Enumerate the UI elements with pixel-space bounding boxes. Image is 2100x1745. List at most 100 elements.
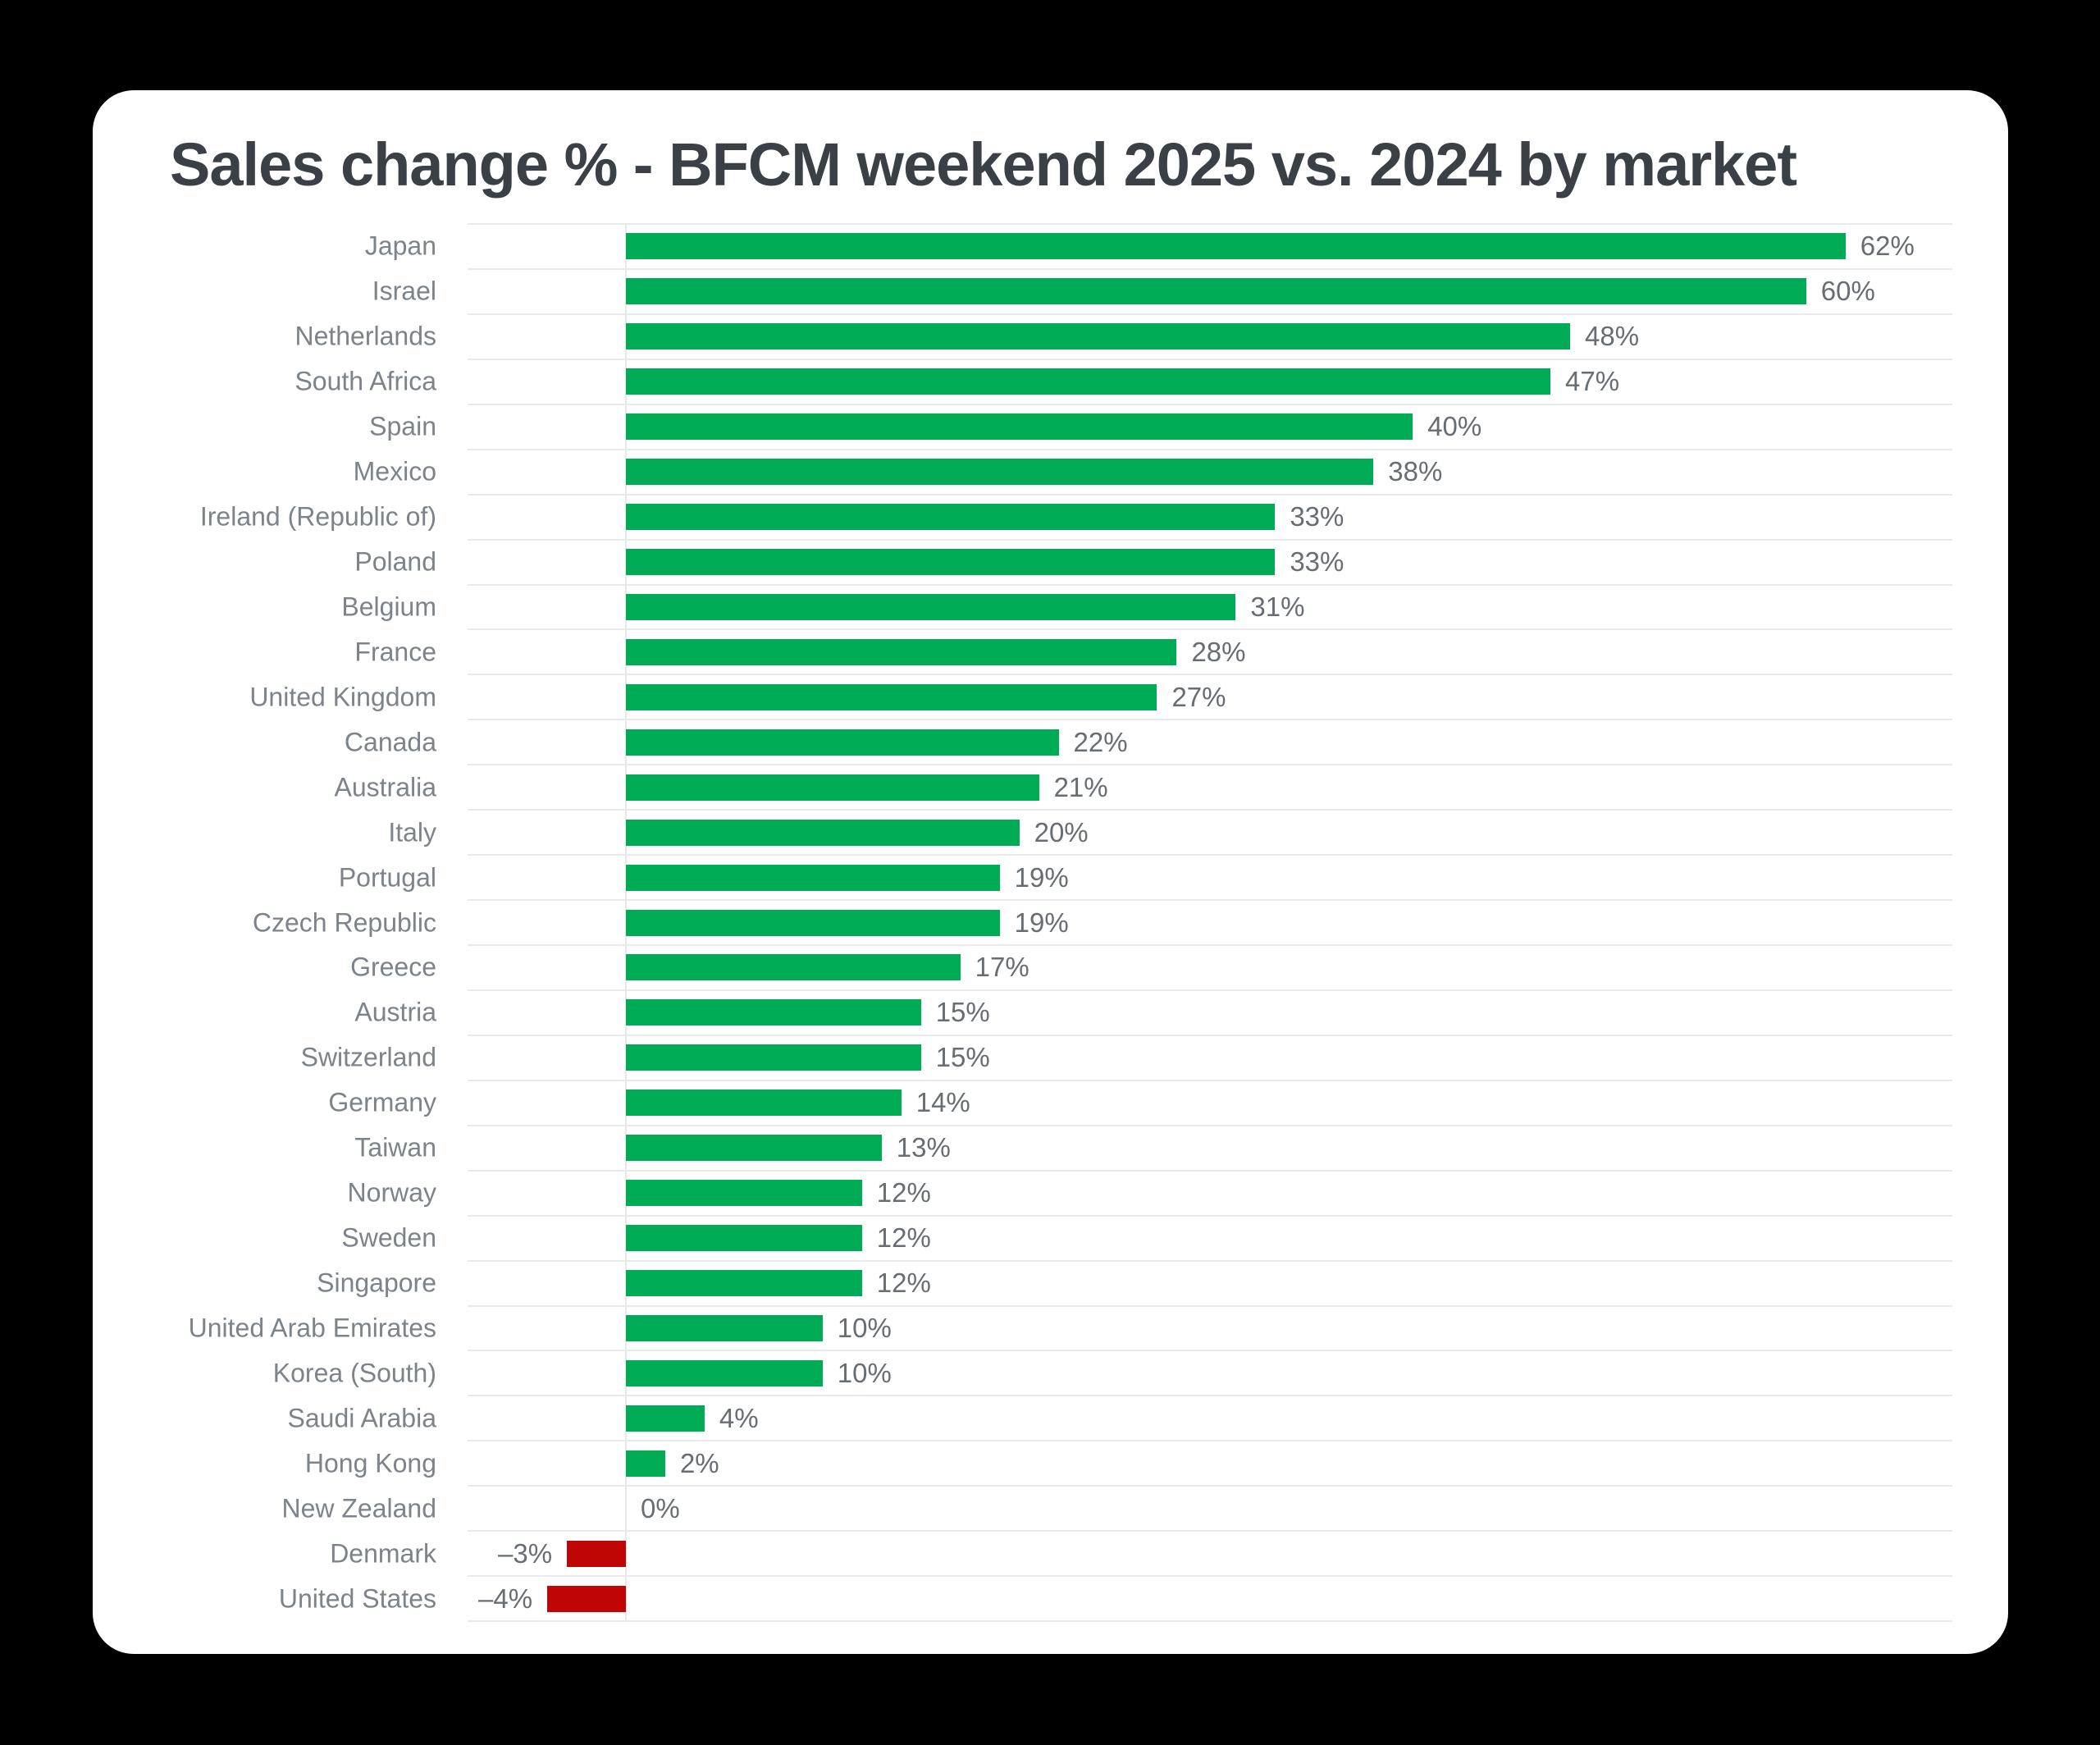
chart-row: South Africa 47% (294, 360, 1952, 405)
chart-row: Portugal 19% (339, 856, 1952, 902)
category-label: Belgium (341, 592, 436, 622)
bar-positive (626, 1359, 823, 1386)
chart-row: Czech Republic 19% (253, 901, 1952, 946)
chart-title: Sales change % - BFCM weekend 2025 vs. 2… (170, 130, 1797, 199)
category-label: Poland (354, 546, 436, 577)
chart-row: Poland 33% (354, 541, 1952, 586)
chart-row: Australia 21% (335, 765, 1952, 811)
category-label: Japan (364, 231, 436, 261)
chart-row: Belgium 31% (341, 586, 1952, 631)
value-label: 10% (837, 1357, 892, 1388)
value-label: 12% (876, 1268, 931, 1299)
chart-row: Austria 15% (354, 991, 1952, 1036)
value-label: 33% (1290, 501, 1344, 532)
category-label: Ireland (Republic of) (199, 501, 436, 532)
value-label: 21% (1053, 771, 1108, 802)
value-label: 47% (1565, 366, 1620, 397)
bar-positive (626, 819, 1020, 846)
value-label: 28% (1191, 636, 1246, 667)
category-label: Portugal (338, 862, 436, 893)
category-label: Italy (388, 817, 436, 847)
category-label: Canada (344, 727, 436, 757)
category-label: Netherlands (294, 321, 436, 351)
bar-positive (626, 1180, 862, 1207)
category-label: South Africa (294, 366, 436, 396)
value-label: 10% (837, 1312, 892, 1343)
bar-positive (626, 909, 1000, 936)
value-label: –4% (478, 1583, 533, 1614)
bar-chart: Japan 62% Israel 60% Netherlands 48% South Afr… (189, 223, 1952, 1623)
chart-row: New Zealand 0% (281, 1487, 1952, 1533)
bar-negative (547, 1585, 626, 1612)
bar-positive (626, 774, 1039, 801)
chart-row: Saudi Arabia 4% (288, 1396, 1952, 1442)
chart-row: Singapore 12% (317, 1262, 1952, 1307)
category-label: United States (278, 1583, 436, 1614)
category-label: Mexico (353, 456, 436, 486)
bar-positive (626, 1135, 882, 1162)
value-label: 22% (1073, 726, 1128, 757)
bar-positive (626, 368, 1551, 395)
category-label: Hong Kong (304, 1448, 436, 1478)
value-label: 13% (896, 1132, 951, 1163)
bar-positive (626, 864, 1000, 891)
bar-positive (626, 593, 1236, 620)
value-label: 31% (1250, 591, 1305, 622)
category-label: Sweden (341, 1222, 436, 1253)
bar-positive (626, 413, 1413, 441)
category-label: Israel (372, 276, 436, 306)
value-label: 12% (876, 1222, 931, 1254)
value-label: 48% (1585, 321, 1640, 352)
bar-positive (626, 504, 1276, 531)
bar-positive (626, 278, 1806, 305)
bar-positive (626, 459, 1374, 486)
chart-row: Spain 40% (369, 405, 1952, 450)
bar-positive (626, 999, 921, 1026)
value-label: 14% (915, 1087, 970, 1118)
chart-card: Sales change % - BFCM weekend 2025 vs. 2… (93, 90, 2008, 1654)
category-label: United Arab Emirates (188, 1313, 436, 1343)
bar-positive (626, 954, 961, 981)
chart-row: Hong Kong 2% (305, 1441, 1952, 1487)
value-label: 12% (876, 1177, 931, 1208)
bar-positive (626, 683, 1157, 710)
value-label: 40% (1427, 411, 1482, 442)
category-label: Czech Republic (252, 907, 436, 938)
category-label: Denmark (330, 1538, 436, 1569)
chart-row: Israel 60% (372, 270, 1952, 315)
bar-positive (626, 1270, 862, 1297)
value-label: –3% (498, 1537, 553, 1569)
bar-positive (626, 549, 1276, 576)
category-label: Singapore (317, 1268, 436, 1298)
value-label: 4% (719, 1402, 759, 1433)
chart-row: Canada 22% (345, 720, 1952, 766)
chart-row: Italy 20% (388, 811, 1952, 857)
category-label: Korea (South) (272, 1358, 436, 1388)
bar-negative (567, 1540, 626, 1567)
category-label: New Zealand (281, 1493, 436, 1523)
value-label: 38% (1388, 456, 1443, 487)
bar-positive (626, 1405, 705, 1432)
value-label: 33% (1290, 546, 1344, 578)
bar-positive (626, 233, 1846, 260)
category-label: France (354, 637, 436, 667)
chart-row: Germany 14% (328, 1081, 1952, 1126)
chart-row: United Arab Emirates 10% (189, 1307, 1952, 1352)
category-label: Austria (354, 997, 436, 1027)
chart-row: United States –4% (279, 1577, 1952, 1623)
value-label: 20% (1034, 816, 1089, 847)
category-label: Greece (350, 952, 436, 982)
category-label: United Kingdom (249, 682, 436, 712)
chart-row: Korea (South) 10% (273, 1351, 1952, 1397)
bar-positive (626, 1450, 665, 1477)
chart-row: Taiwan 13% (354, 1126, 1952, 1172)
bar-positive (626, 1044, 921, 1071)
category-label: Switzerland (300, 1042, 436, 1072)
chart-row: Sweden 12% (341, 1217, 1952, 1262)
chart-row: United Kingdom 27% (249, 675, 1952, 721)
chart-row: Ireland (Republic of) 33% (200, 496, 1952, 541)
value-label: 15% (935, 997, 990, 1028)
category-label: Taiwan (354, 1132, 436, 1163)
value-label: 19% (1014, 907, 1069, 938)
value-label: 15% (935, 1042, 990, 1073)
